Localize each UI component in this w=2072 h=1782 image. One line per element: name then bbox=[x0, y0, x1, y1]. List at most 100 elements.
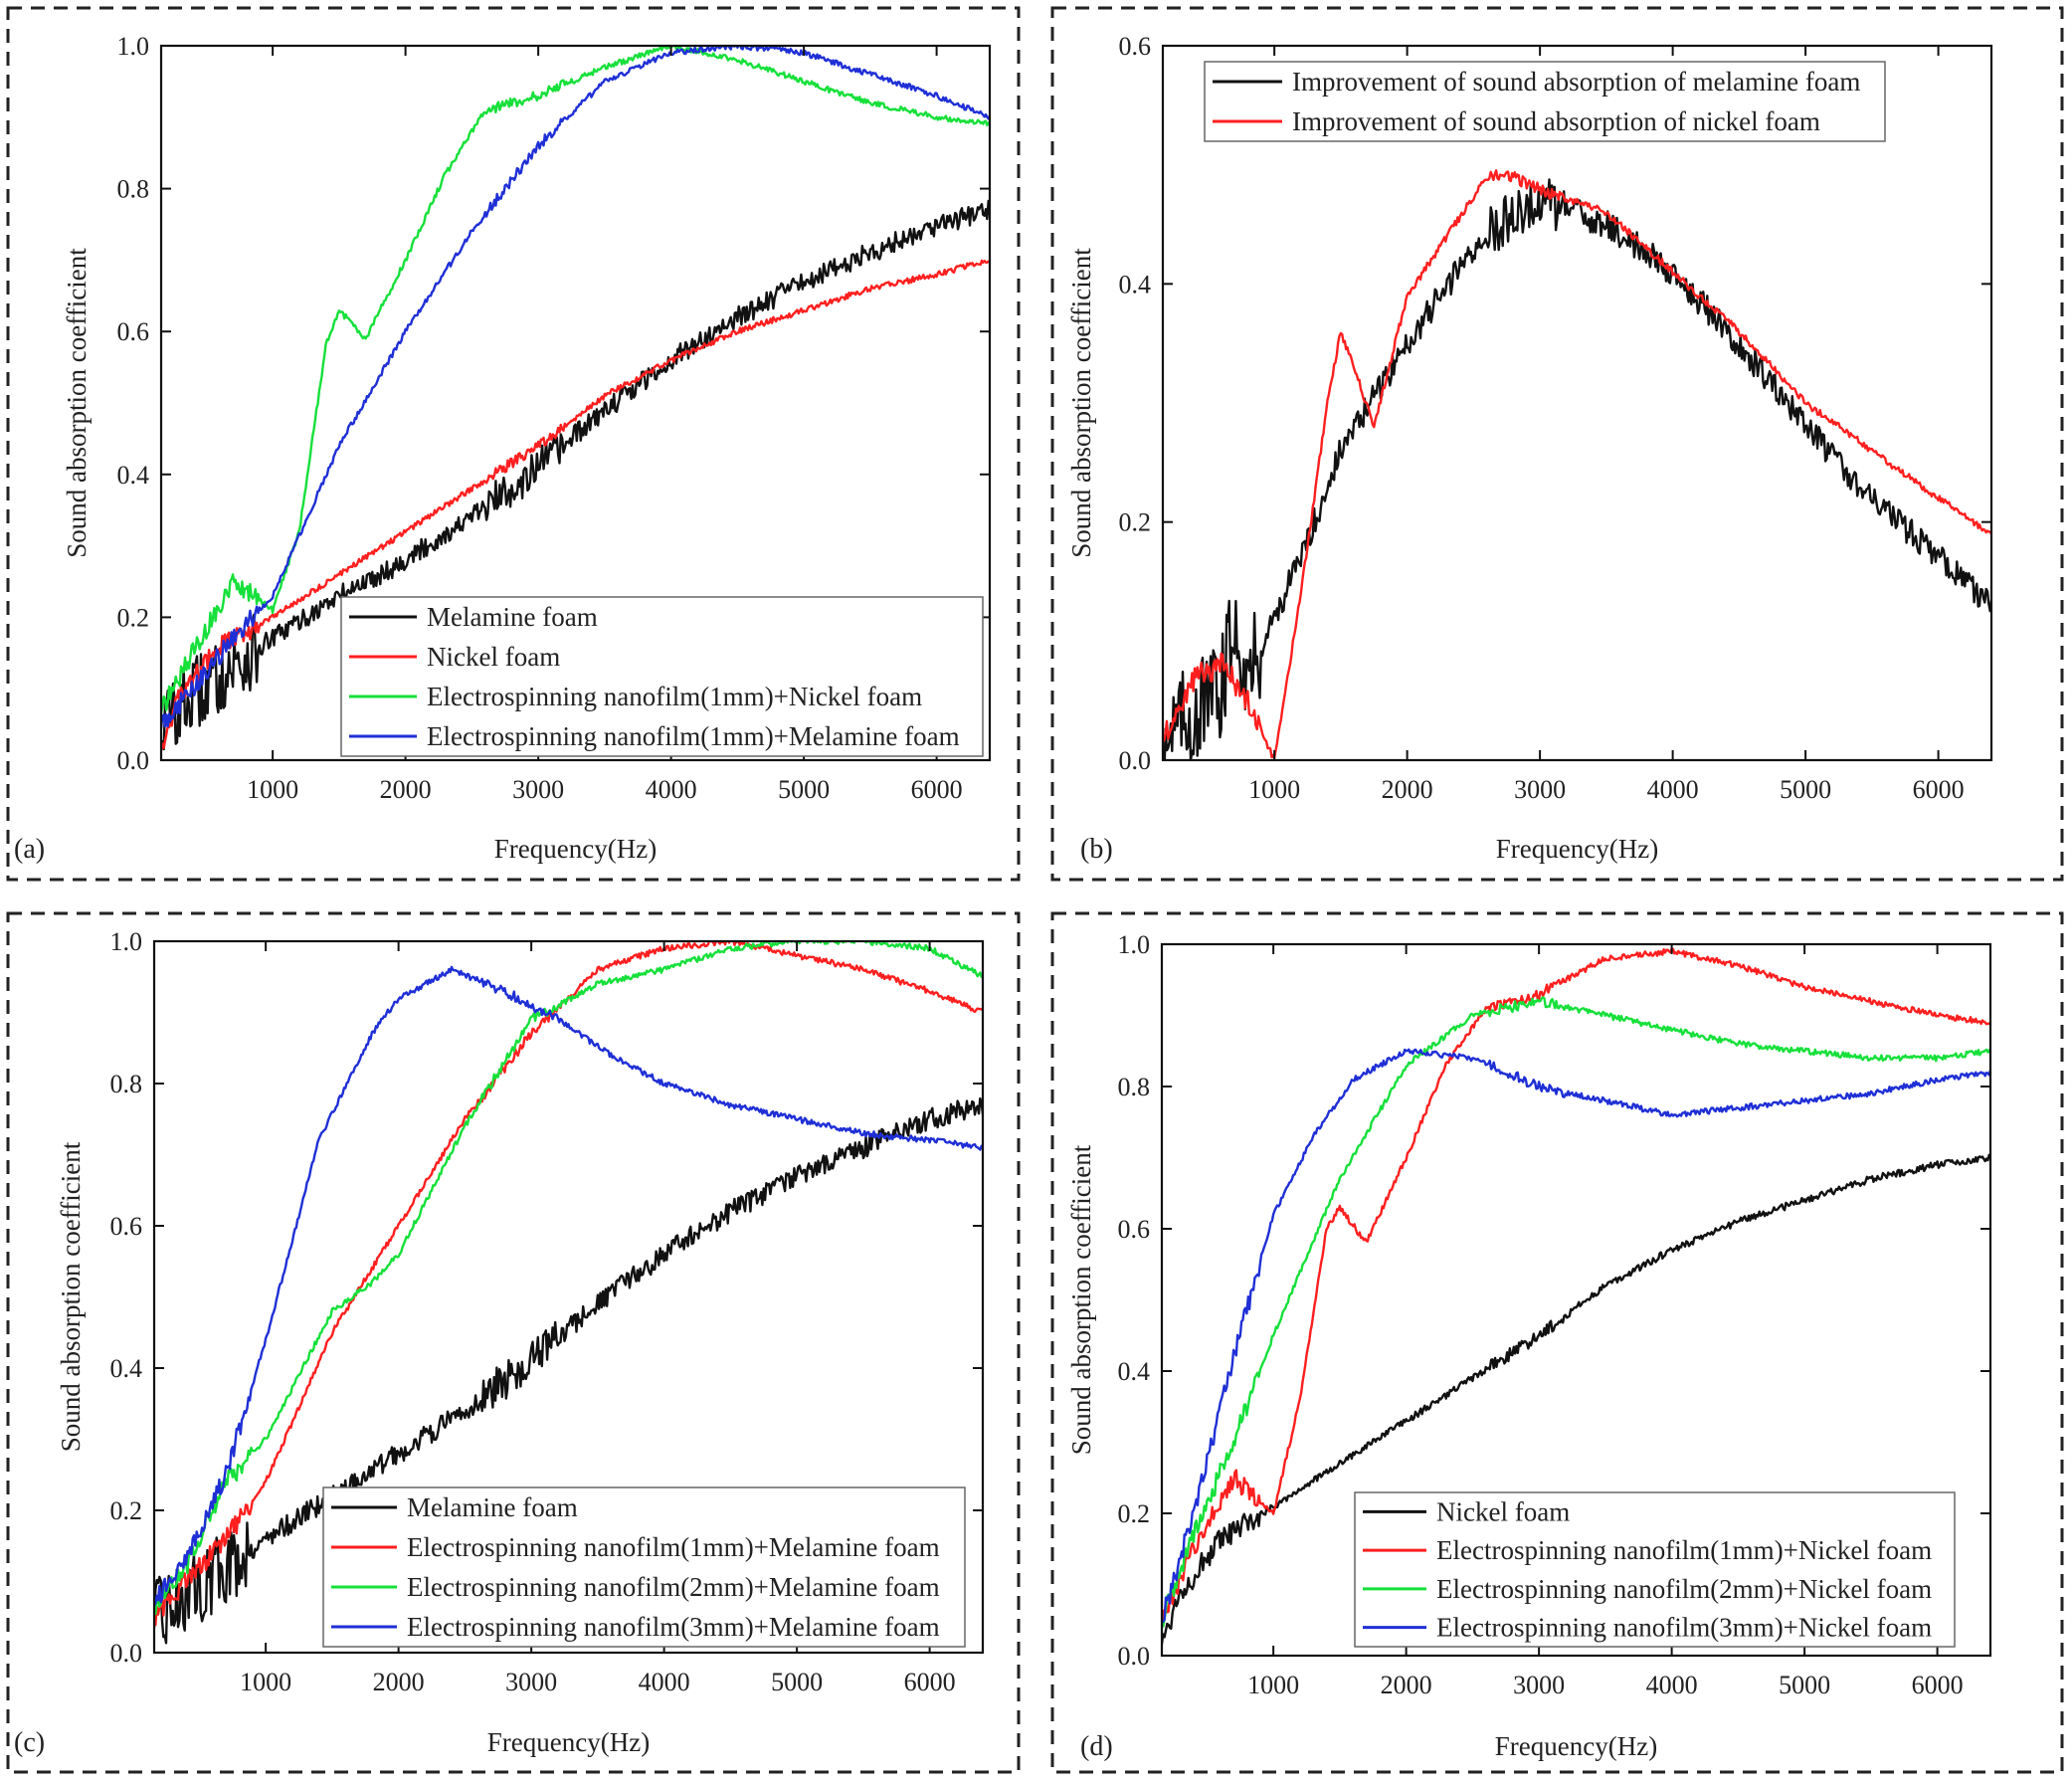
legend-box bbox=[340, 596, 984, 757]
x-tick-label: 1000 bbox=[1247, 1671, 1299, 1699]
x-tick-label: 5000 bbox=[771, 1668, 823, 1696]
y-tick-label: 0.4 bbox=[1119, 270, 1152, 298]
legend-entry: Electrospinning nanofilm(1mm)+Melamine f… bbox=[427, 721, 960, 751]
legend-entry: Nickel foam bbox=[1436, 1496, 1570, 1526]
legend-entry: Electrospinning nanofilm(1mm)+Nickel foa… bbox=[1436, 1535, 1932, 1565]
x-tick-label: 4000 bbox=[639, 1668, 690, 1696]
panel-d: 1000 2000 3000 4000 5000 6000 0.0 0.2 0.4 0.6 0.8 1… bbox=[1050, 911, 2064, 1774]
legend: Melamine foam Electrospinning nanofilm(1m… bbox=[322, 1486, 966, 1648]
legend-entry: Electrospinning nanofilm(2mm)+Nickel foa… bbox=[1436, 1574, 1932, 1604]
x-tick-label: 3000 bbox=[1513, 1671, 1565, 1699]
y-tick-label: 0.0 bbox=[1119, 746, 1152, 775]
legend-entry: Improvement of sound absorption of nicke… bbox=[1292, 106, 1820, 136]
panel-a: 1000 2000 3000 4000 5000 6000 0.0 0.2 0.4 0.6 0.8 1… bbox=[6, 6, 1021, 882]
panel-c: 1000 2000 3000 4000 5000 6000 0.0 0.2 0.4 0.6 0.8 1… bbox=[6, 911, 1021, 1774]
panel-b: 1000 2000 3000 4000 5000 6000 0.0 0.2 0.4 0.6 Freq… bbox=[1050, 6, 2064, 882]
plot-area bbox=[1160, 942, 1992, 1658]
y-tick-label: 0.6 bbox=[117, 317, 150, 346]
legend-entry: Electrospinning nanofilm(2mm)+Melamine f… bbox=[407, 1572, 940, 1602]
x-axis-title: Frequency(Hz) bbox=[487, 1727, 650, 1757]
panel-frame bbox=[6, 911, 1021, 1774]
series-line-3 bbox=[161, 46, 990, 716]
panel-label: (c) bbox=[14, 1727, 45, 1758]
y-tick-label: 0.6 bbox=[1118, 1215, 1151, 1244]
x-tick-label: 2000 bbox=[1382, 775, 1433, 804]
panel-label: (a) bbox=[14, 834, 45, 865]
x-tick-label: 3000 bbox=[1514, 775, 1566, 804]
series-group bbox=[161, 46, 990, 752]
x-tick-label: 6000 bbox=[1913, 775, 1965, 804]
y-axis-title: Sound absorption coefficient bbox=[1066, 1144, 1096, 1455]
legend-entry: Nickel foam bbox=[427, 642, 560, 672]
panel-frame bbox=[1050, 6, 2064, 882]
y-tick-label: 1.0 bbox=[110, 927, 143, 956]
legend-entry: Improvement of sound absorption of melam… bbox=[1292, 67, 1860, 97]
legend: Melamine foam Nickel foam Electrospinning … bbox=[340, 596, 984, 757]
y-tick-label: 0.8 bbox=[117, 175, 150, 204]
legend-entry: Melamine foam bbox=[407, 1492, 578, 1522]
x-axis-title: Frequency(Hz) bbox=[494, 834, 657, 864]
panel-frame bbox=[1050, 911, 2064, 1774]
y-tick-label: 0.8 bbox=[1118, 1073, 1151, 1101]
series-line-3 bbox=[1162, 996, 1990, 1628]
x-axis-title: Frequency(Hz) bbox=[1496, 834, 1658, 864]
y-tick-label: 0.2 bbox=[117, 603, 150, 632]
y-axis-title: Sound absorption coefficient bbox=[62, 248, 92, 558]
y-tick-label: 1.0 bbox=[117, 32, 150, 61]
x-tick-label: 3000 bbox=[512, 775, 564, 804]
x-tick-label: 2000 bbox=[1381, 1671, 1432, 1699]
y-axis-title: Sound absorption coefficient bbox=[1066, 248, 1096, 558]
x-tick-label: 5000 bbox=[1780, 775, 1831, 804]
y-tick-label: 1.0 bbox=[1118, 930, 1151, 959]
y-tick-label: 0.2 bbox=[1119, 508, 1152, 537]
series-line-1 bbox=[161, 199, 990, 751]
x-tick-label: 1000 bbox=[247, 775, 298, 804]
series-line-4 bbox=[154, 965, 983, 1607]
x-tick-label: 6000 bbox=[1912, 1671, 1964, 1699]
x-tick-label: 3000 bbox=[505, 1668, 557, 1696]
x-tick-label: 6000 bbox=[904, 1668, 956, 1696]
legend-entry: Electrospinning nanofilm(3mm)+Melamine f… bbox=[407, 1612, 940, 1642]
series-group bbox=[1163, 169, 1991, 760]
y-tick-label: 0.2 bbox=[110, 1496, 143, 1525]
legend-box bbox=[1204, 61, 1886, 142]
x-tick-label: 2000 bbox=[373, 1668, 425, 1696]
series-group bbox=[154, 941, 983, 1645]
y-tick-label: 0.0 bbox=[110, 1639, 143, 1668]
plot-area bbox=[159, 44, 992, 762]
series-group bbox=[1162, 947, 1990, 1646]
y-tick-label: 0.2 bbox=[1118, 1499, 1151, 1528]
legend-entry: Electrospinning nanofilm(3mm)+Nickel foa… bbox=[1436, 1613, 1932, 1643]
series-line-4 bbox=[1162, 1048, 1990, 1624]
y-tick-label: 0.8 bbox=[110, 1070, 143, 1098]
y-tick-label: 0.4 bbox=[1118, 1357, 1151, 1386]
panel-label: (d) bbox=[1080, 1731, 1113, 1762]
y-tick-label: 0.0 bbox=[1118, 1642, 1151, 1671]
y-tick-label: 0.6 bbox=[1119, 32, 1152, 61]
x-tick-label: 1000 bbox=[240, 1668, 291, 1696]
x-axis-title: Frequency(Hz) bbox=[1495, 1731, 1657, 1761]
series-line-1 bbox=[1162, 1153, 1990, 1646]
y-tick-label: 0.6 bbox=[110, 1212, 143, 1241]
series-line-4 bbox=[161, 46, 990, 730]
y-tick-label: 0.0 bbox=[117, 746, 150, 775]
panel-label: (b) bbox=[1080, 834, 1113, 865]
series-line-2 bbox=[1163, 169, 1991, 760]
legend-entry: Electrospinning nanofilm(1mm)+Nickel foa… bbox=[427, 682, 922, 711]
x-tick-label: 4000 bbox=[1647, 775, 1699, 804]
x-tick-label: 4000 bbox=[1646, 1671, 1698, 1699]
legend-entry: Melamine foam bbox=[427, 602, 598, 632]
x-tick-label: 5000 bbox=[1779, 1671, 1830, 1699]
plot-area bbox=[1161, 44, 1993, 762]
x-tick-label: 2000 bbox=[380, 775, 432, 804]
y-axis-title: Sound absorption coefficient bbox=[56, 1141, 86, 1452]
legend: Nickel foam Electrospinning nanofilm(1mm)… bbox=[1354, 1491, 1956, 1648]
legend-box bbox=[1354, 1491, 1956, 1648]
y-tick-label: 0.4 bbox=[117, 461, 150, 490]
series-line-1 bbox=[1163, 178, 1991, 760]
legend-box bbox=[322, 1486, 966, 1648]
series-line-3 bbox=[154, 941, 983, 1616]
x-tick-label: 6000 bbox=[911, 775, 963, 804]
series-line-1 bbox=[154, 1096, 983, 1645]
